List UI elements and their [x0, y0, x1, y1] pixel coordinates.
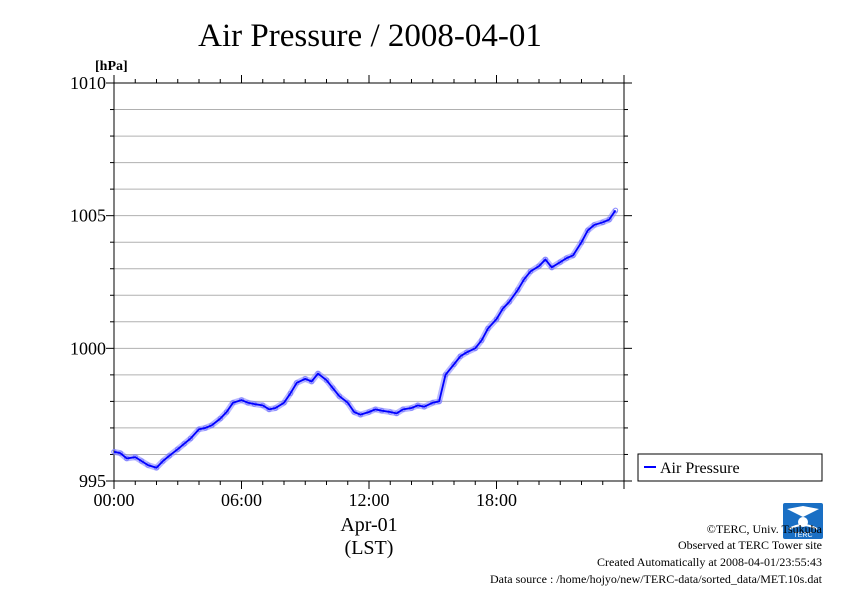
copyright-text: ©TERC, Univ. Tsukuba [706, 522, 822, 536]
legend-label: Air Pressure [660, 460, 740, 477]
x-tick-label: 18:00 [476, 490, 517, 510]
x-tick-label: 06:00 [221, 490, 262, 510]
y-tick-label: 995 [79, 471, 106, 491]
y-tick-label: 1000 [70, 338, 106, 358]
grid-lines [114, 109, 624, 455]
series-band [113, 208, 618, 471]
x-axis: 00:00 06:00 12:00 18:00 [93, 75, 625, 510]
y-tick-label: 1010 [70, 73, 106, 93]
data-source-text: Data source : /home/hojyo/new/TERC-data/… [489, 572, 822, 586]
plot-frame [113, 82, 625, 482]
x-tick-label: 00:00 [93, 490, 134, 510]
created-timestamp-text: Created Automatically at 2008-04-01/23:5… [597, 555, 822, 569]
x-tick-label: 12:00 [348, 490, 389, 510]
legend-box [637, 453, 823, 482]
terc-logo: TERC [783, 503, 823, 539]
chart-title: Air Pressure / 2008-04-01 [198, 18, 542, 54]
y-axis: 995 1000 1005 1010 [70, 73, 632, 491]
series-line [113, 209, 617, 469]
legend: Air Pressure [637, 453, 823, 482]
y-tick-label: 1005 [70, 206, 106, 226]
series-layer [111, 207, 619, 471]
x-axis-date-label: Apr-01 [340, 514, 397, 536]
y-unit-label: [hPa] [95, 59, 128, 74]
observed-site-text: Observed at TERC Tower site [677, 538, 822, 552]
x-axis-zone-label: (LST) [345, 537, 394, 559]
logo-text: TERC [793, 532, 812, 539]
